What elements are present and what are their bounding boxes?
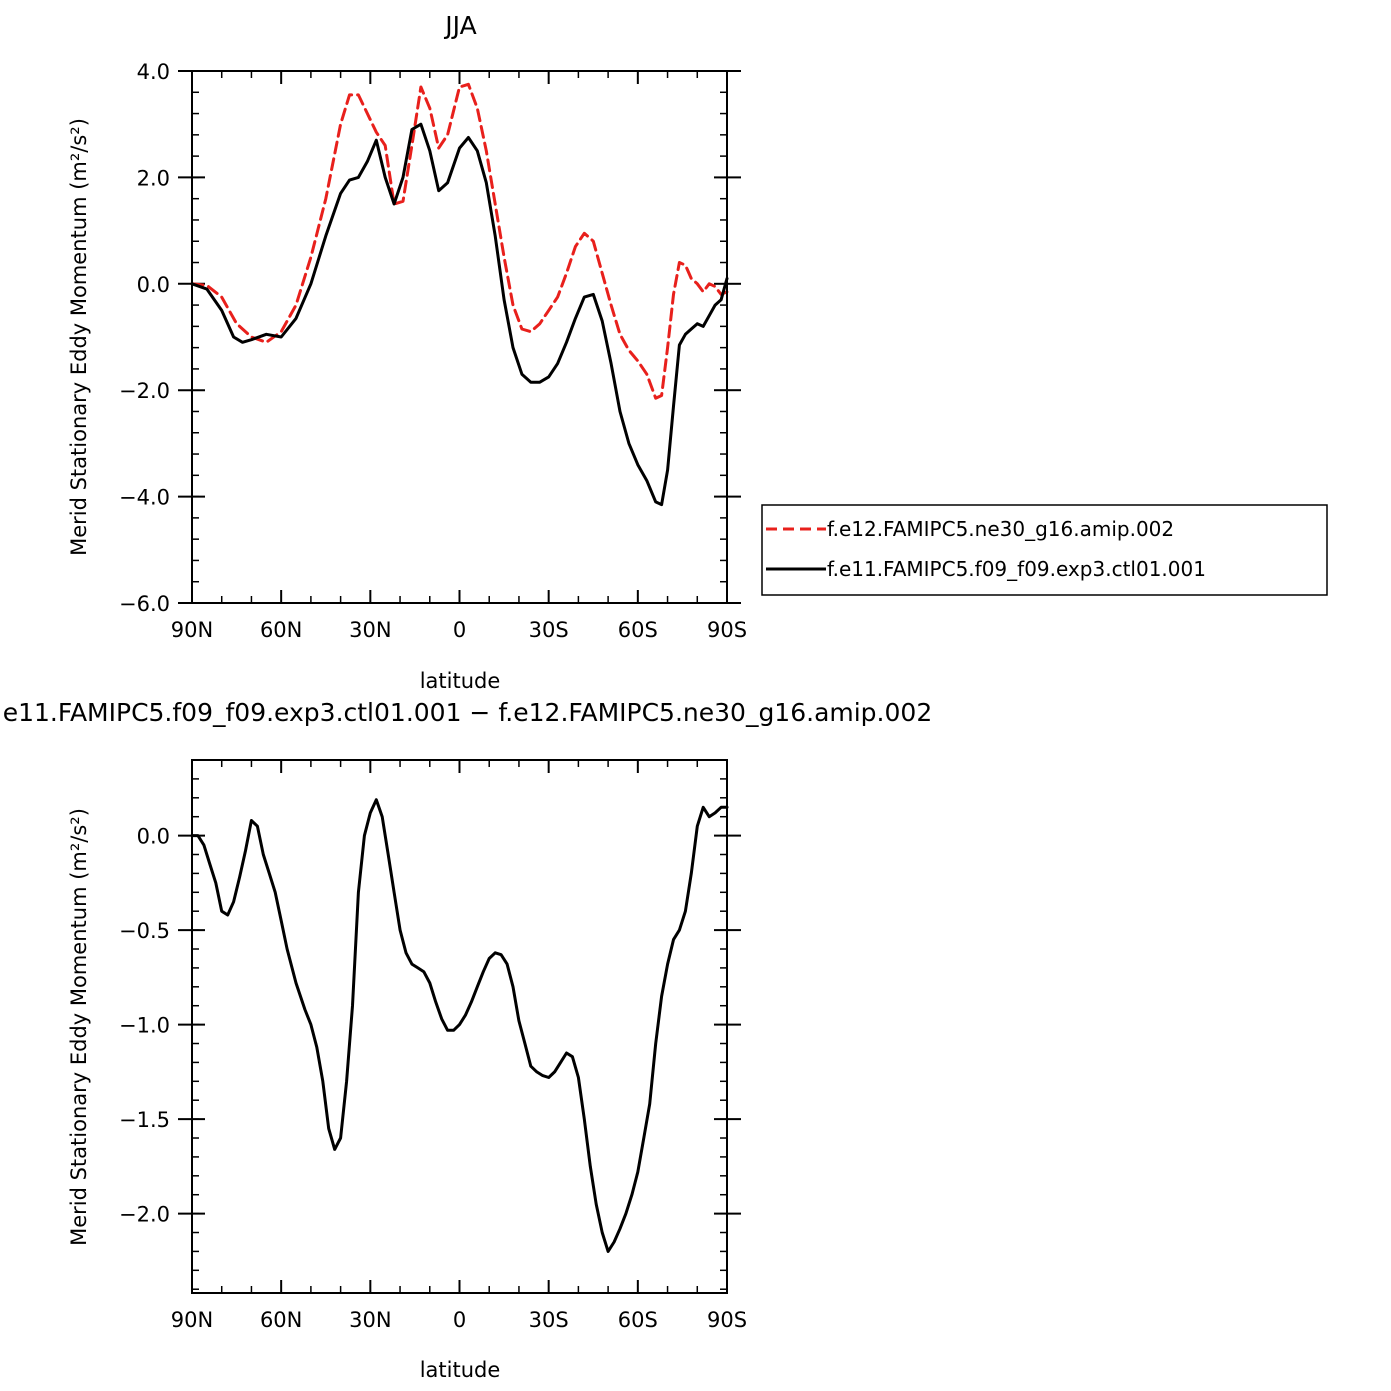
bottom-y-tick-label: −0.5 — [119, 919, 170, 943]
bottom-series-line-1 — [190, 798, 729, 1253]
bottom-y-tick-label: 0.0 — [137, 825, 170, 849]
top-y-tick-label: −6.0 — [119, 592, 170, 616]
top-x-tick-label: 90S — [707, 618, 747, 642]
top-series-line-1 — [190, 82, 729, 400]
bottom-x-tick-label: 30S — [529, 1308, 569, 1332]
bottom-x-tick-label: 0 — [453, 1308, 466, 1332]
top-x-tick-label: 60N — [260, 618, 302, 642]
top-y-axis-label: Merid Stationary Eddy Momentum (m²/s²) — [67, 118, 91, 556]
bottom-series-lines — [190, 798, 729, 1253]
bottom-panel-title: f.e11.FAMIPC5.f09_f09.exp3.ctl01.001 − f… — [0, 698, 932, 727]
top-panel-title: JJA — [443, 11, 476, 40]
top-series-lines — [190, 82, 729, 507]
bottom-x-tick-label: 90N — [171, 1308, 213, 1332]
top-y-tick-label: 4.0 — [137, 60, 170, 84]
top-x-tick-label: 60S — [618, 618, 658, 642]
bottom-x-tick-label: 60S — [618, 1308, 658, 1332]
top-axis-ticks: 90N 60N 30N 0 30S 60S 90S 4.0 2.0 0.0 −2.0 −4.0 −6.0 — [119, 60, 747, 642]
bottom-x-axis-label: latitude — [420, 1358, 501, 1382]
legend-entry-1: f.e12.FAMIPC5.ne30_g16.amip.002 — [827, 517, 1174, 541]
top-x-tick-label: 0 — [453, 618, 466, 642]
bottom-plot-frame — [191, 759, 728, 1294]
bottom-y-axis-label: Merid Stationary Eddy Momentum (m²/s²) — [67, 808, 91, 1246]
top-x-tick-label: 30N — [349, 618, 391, 642]
bottom-y-tick-label: −2.0 — [119, 1203, 170, 1227]
bottom-y-tick-label: −1.5 — [119, 1108, 170, 1132]
legend-entry-2: f.e11.FAMIPC5.f09_f09.exp3.ctl01.001 — [827, 557, 1206, 581]
legend-box — [761, 504, 1328, 596]
bottom-x-tick-label: 30N — [349, 1308, 391, 1332]
top-y-tick-label: −4.0 — [119, 486, 170, 510]
legend: f.e12.FAMIPC5.ne30_g16.amip.002 f.e11.FA… — [761, 504, 1328, 596]
top-x-tick-label: 90N — [171, 618, 213, 642]
bottom-panel: f.e11.FAMIPC5.f09_f09.exp3.ctl01.001 − f… — [0, 698, 932, 1382]
top-x-tick-label: 30S — [529, 618, 569, 642]
bottom-x-tick-label: 60N — [260, 1308, 302, 1332]
top-y-tick-label: −2.0 — [119, 379, 170, 403]
bottom-x-tick-label: 90S — [707, 1308, 747, 1332]
top-x-axis-label: latitude — [420, 669, 501, 693]
bottom-axis-ticks: 90N 60N 30N 0 30S 60S 90S 0.0 −0.5 −1.0 −1.5 −2.0 — [119, 759, 747, 1332]
top-y-tick-label: 0.0 — [137, 273, 170, 297]
top-panel: JJA Merid Stationary Eddy Momentum (m²/s… — [67, 11, 1328, 693]
top-series-line-2 — [190, 122, 729, 507]
top-plot-frame — [191, 70, 728, 604]
top-y-tick-label: 2.0 — [137, 166, 170, 190]
bottom-y-tick-label: −1.0 — [119, 1014, 170, 1038]
